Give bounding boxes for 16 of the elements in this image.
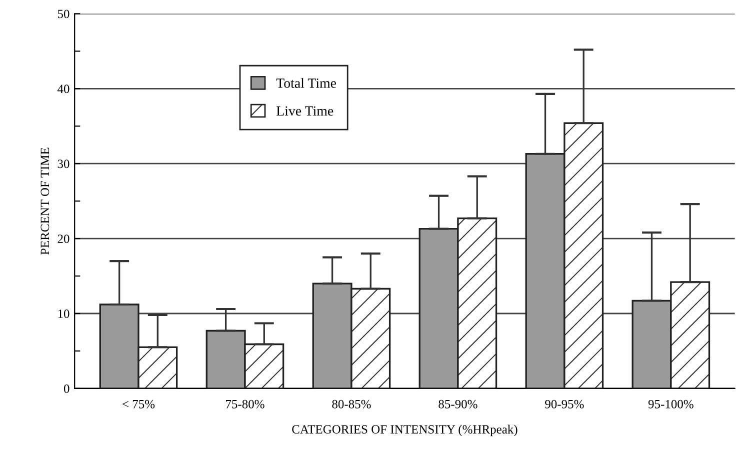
y-tick-label: 50: [58, 10, 70, 18]
x-tick-label: 85-90%: [438, 400, 478, 408]
y-tick-label: 10: [58, 310, 70, 318]
y-tick-label: 30: [58, 160, 70, 168]
y-tick-label: 40: [57, 84, 70, 94]
x-tick-label: 75-80%: [226, 400, 264, 408]
x-tick-label: 80-85%: [332, 400, 371, 408]
x-axis-title: CATEGORIES OF INTENSITY (%HRpeak): [292, 424, 518, 436]
y-tick-label: 0: [64, 384, 70, 393]
legend-label: Live Time: [276, 106, 334, 116]
x-tick-label: 90-95%: [545, 400, 584, 408]
x-tick-label: 95-100%: [648, 400, 694, 408]
y-axis-title: PERCENT OF TIME: [40, 148, 50, 255]
legend-label: Total Time: [276, 78, 336, 88]
x-tick-label: < 75%: [122, 400, 155, 408]
y-tick-label: 20: [58, 234, 70, 244]
